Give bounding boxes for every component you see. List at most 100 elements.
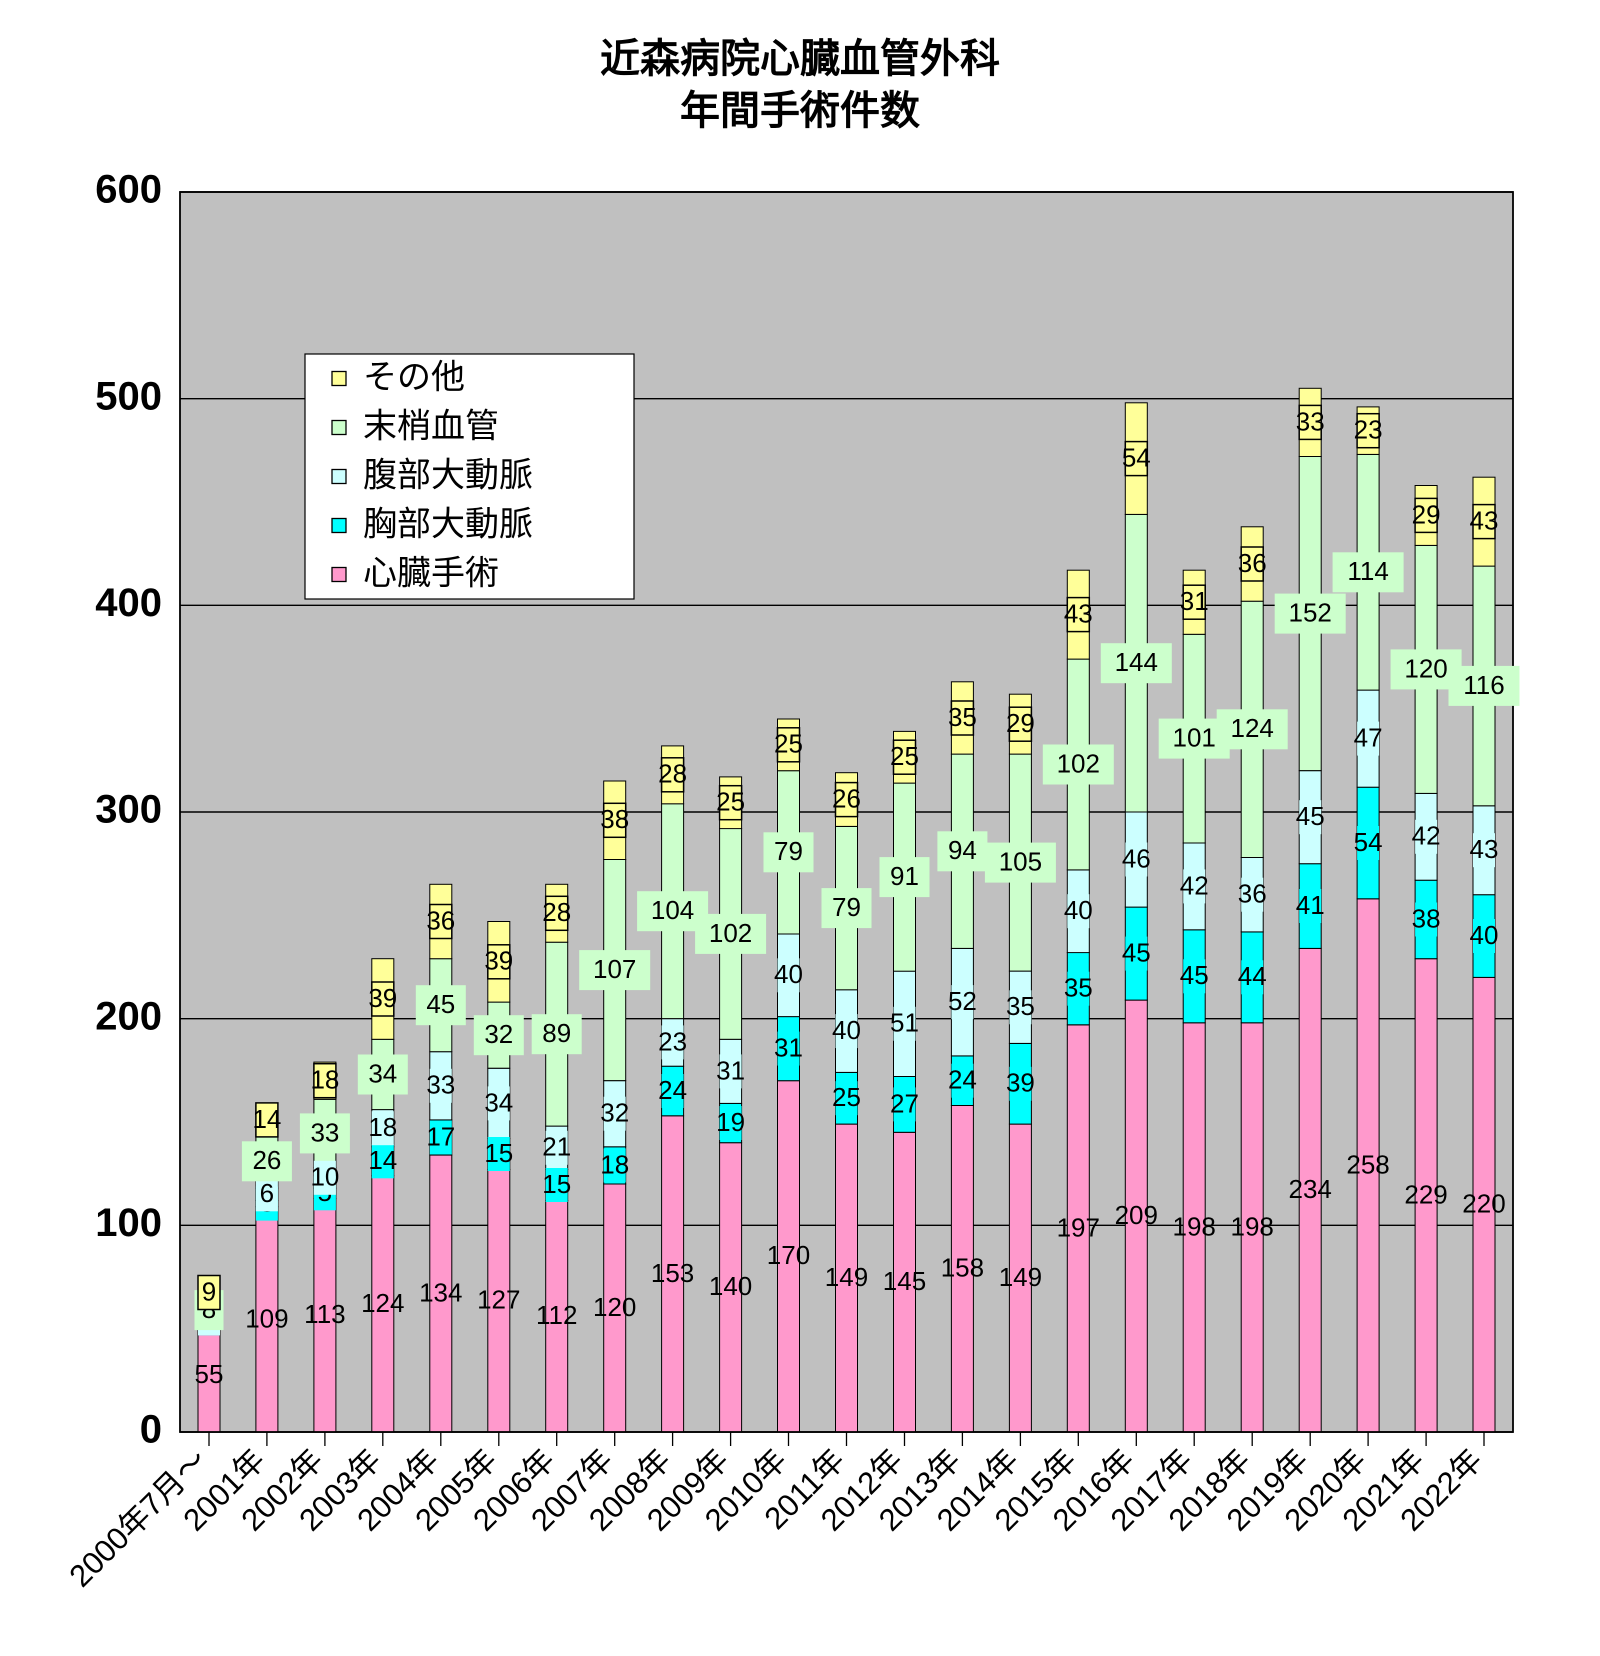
svg-text:145: 145 — [883, 1266, 926, 1296]
svg-text:209: 209 — [1115, 1200, 1158, 1230]
svg-text:101: 101 — [1173, 722, 1216, 752]
svg-text:51: 51 — [890, 1008, 919, 1038]
svg-text:25: 25 — [716, 787, 745, 817]
svg-text:500: 500 — [95, 374, 162, 418]
svg-text:33: 33 — [1296, 406, 1325, 436]
svg-text:105: 105 — [999, 846, 1042, 876]
svg-text:170: 170 — [767, 1240, 810, 1270]
svg-text:36: 36 — [1238, 548, 1267, 578]
svg-text:104: 104 — [651, 895, 694, 925]
svg-text:79: 79 — [774, 836, 803, 866]
svg-text:144: 144 — [1115, 647, 1158, 677]
svg-text:44: 44 — [1238, 961, 1267, 991]
svg-text:198: 198 — [1173, 1211, 1216, 1241]
svg-text:近森病院心臓血管外科: 近森病院心臓血管外科 — [600, 37, 1000, 81]
svg-text:19: 19 — [716, 1107, 745, 1137]
svg-text:102: 102 — [709, 918, 752, 948]
svg-text:102: 102 — [1057, 748, 1100, 778]
svg-text:25: 25 — [774, 729, 803, 759]
svg-text:35: 35 — [1064, 973, 1093, 1003]
svg-text:46: 46 — [1122, 843, 1151, 873]
svg-text:28: 28 — [658, 759, 687, 789]
svg-text:200: 200 — [95, 994, 162, 1038]
svg-text:234: 234 — [1289, 1174, 1332, 1204]
svg-text:25: 25 — [890, 741, 919, 771]
svg-text:末梢血管: 末梢血管 — [363, 407, 499, 445]
svg-text:心臓手術: 心臓手術 — [363, 554, 499, 592]
svg-text:54: 54 — [1122, 442, 1151, 472]
svg-text:9: 9 — [202, 1276, 216, 1306]
svg-text:18: 18 — [368, 1112, 397, 1142]
svg-text:94: 94 — [948, 835, 977, 865]
svg-text:41: 41 — [1296, 890, 1325, 920]
svg-text:124: 124 — [1231, 713, 1274, 743]
svg-text:258: 258 — [1346, 1149, 1389, 1179]
svg-text:134: 134 — [419, 1277, 462, 1307]
svg-text:149: 149 — [825, 1262, 868, 1292]
svg-text:27: 27 — [890, 1088, 919, 1118]
svg-text:42: 42 — [1180, 870, 1209, 900]
svg-text:45: 45 — [1122, 937, 1151, 967]
svg-text:6: 6 — [260, 1178, 274, 1208]
svg-text:43: 43 — [1470, 834, 1499, 864]
svg-text:胸部大動脈: 胸部大動脈 — [363, 505, 533, 543]
svg-text:35: 35 — [948, 702, 977, 732]
svg-text:158: 158 — [941, 1253, 984, 1283]
svg-text:100: 100 — [95, 1201, 162, 1245]
svg-text:32: 32 — [484, 1019, 513, 1049]
svg-text:33: 33 — [310, 1117, 339, 1147]
svg-text:23: 23 — [658, 1026, 687, 1056]
svg-text:300: 300 — [95, 788, 162, 832]
svg-text:28: 28 — [542, 897, 571, 927]
svg-text:89: 89 — [542, 1018, 571, 1048]
svg-text:39: 39 — [368, 983, 397, 1013]
svg-text:29: 29 — [1006, 708, 1035, 738]
svg-text:21: 21 — [542, 1132, 571, 1162]
svg-text:40: 40 — [774, 959, 803, 989]
svg-text:31: 31 — [1180, 586, 1209, 616]
svg-text:25: 25 — [832, 1082, 861, 1112]
svg-text:109: 109 — [245, 1303, 288, 1333]
svg-text:197: 197 — [1057, 1212, 1100, 1242]
svg-text:52: 52 — [948, 986, 977, 1016]
svg-text:36: 36 — [1238, 879, 1267, 909]
svg-text:18: 18 — [310, 1065, 339, 1095]
svg-text:45: 45 — [1296, 801, 1325, 831]
svg-text:24: 24 — [948, 1065, 977, 1095]
svg-text:120: 120 — [1404, 653, 1447, 683]
svg-text:149: 149 — [999, 1262, 1042, 1292]
svg-text:39: 39 — [1006, 1068, 1035, 1098]
svg-text:腹部大動脈: 腹部大動脈 — [363, 456, 533, 494]
svg-text:10: 10 — [310, 1162, 339, 1192]
svg-text:114: 114 — [1347, 556, 1388, 586]
svg-text:400: 400 — [95, 581, 162, 625]
svg-text:15: 15 — [484, 1138, 513, 1168]
svg-text:33: 33 — [426, 1070, 455, 1100]
svg-text:152: 152 — [1289, 597, 1332, 627]
svg-text:220: 220 — [1462, 1189, 1505, 1219]
svg-text:15: 15 — [542, 1169, 571, 1199]
svg-text:36: 36 — [426, 905, 455, 935]
svg-text:18: 18 — [600, 1149, 629, 1179]
svg-text:47: 47 — [1354, 722, 1383, 752]
svg-text:34: 34 — [368, 1058, 397, 1088]
svg-text:38: 38 — [600, 804, 629, 834]
svg-text:198: 198 — [1231, 1211, 1274, 1241]
svg-text:14: 14 — [252, 1104, 281, 1134]
svg-text:45: 45 — [426, 989, 455, 1019]
svg-text:39: 39 — [484, 946, 513, 976]
svg-text:600: 600 — [95, 168, 162, 212]
svg-text:113: 113 — [304, 1299, 345, 1329]
svg-text:40: 40 — [1064, 895, 1093, 925]
svg-text:43: 43 — [1064, 598, 1093, 628]
svg-text:116: 116 — [1463, 670, 1504, 700]
svg-text:32: 32 — [600, 1098, 629, 1128]
svg-text:153: 153 — [651, 1258, 694, 1288]
svg-text:55: 55 — [195, 1359, 224, 1389]
svg-text:年間手術件数: 年間手術件数 — [680, 89, 920, 133]
svg-text:34: 34 — [484, 1087, 513, 1117]
svg-text:35: 35 — [1006, 991, 1035, 1021]
svg-text:26: 26 — [252, 1145, 281, 1175]
svg-text:0: 0 — [140, 1408, 162, 1452]
svg-text:26: 26 — [832, 783, 861, 813]
